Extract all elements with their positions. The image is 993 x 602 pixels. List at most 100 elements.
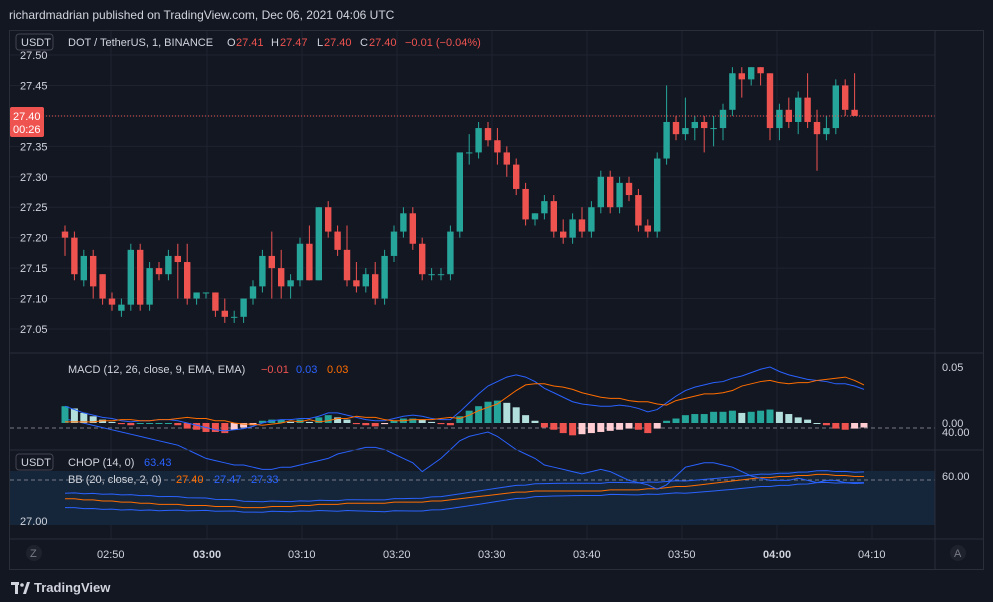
- price-axis[interactable]: 27.50 27.45 27.35 27.30 27.25 27.20 27.15 27.10…: [20, 50, 970, 528]
- macd-signal-line: [65, 376, 865, 426]
- time-tick-label: 03:00: [193, 549, 221, 561]
- macd-histogram-bar: [587, 423, 595, 434]
- macd-histogram-bar: [644, 423, 652, 434]
- candle-body: [409, 213, 416, 244]
- macd-histogram-bar: [277, 419, 285, 423]
- price-tag-countdown: 00:26: [13, 124, 41, 136]
- macd-histogram-bar: [728, 410, 736, 423]
- candle-body: [315, 207, 322, 281]
- macd-histogram-bar: [616, 423, 624, 430]
- macd-histogram-bar: [296, 419, 304, 423]
- candle-body: [127, 249, 134, 305]
- high-label: H: [271, 37, 279, 49]
- time-tick-label: 03:10: [288, 549, 316, 561]
- macd-histogram-bar: [522, 415, 530, 423]
- macd-histogram-bar: [334, 417, 342, 423]
- macd-histogram-bar: [804, 419, 812, 423]
- macd-histogram-bar: [672, 418, 680, 423]
- macd-histogram-bar: [860, 423, 868, 428]
- macd-histogram-bar: [80, 412, 88, 423]
- candle-body: [278, 268, 285, 287]
- macd-histogram-bar: [512, 407, 520, 423]
- macd-scale-label: 0.05: [942, 362, 963, 374]
- macd-pane: [61, 366, 868, 436]
- macd-histogram-bar: [597, 423, 605, 432]
- candle-body: [146, 268, 153, 305]
- macd-histogram-bar: [465, 410, 473, 423]
- candle-body: [372, 274, 379, 299]
- candle-body: [108, 298, 116, 305]
- macd-histogram-bar: [258, 420, 266, 423]
- macd-histogram-bar: [700, 414, 708, 423]
- time-axis[interactable]: 02:50 03:00 03:10 03:20 03:30 03:40 03:50 04:00…: [97, 549, 886, 561]
- macd-histogram-bar: [155, 423, 163, 424]
- macd-histogram-bar: [832, 423, 840, 429]
- candle-body: [682, 128, 689, 135]
- macd-scale-label: 0.00: [942, 418, 963, 430]
- candle-body: [90, 255, 97, 287]
- chart-canvas[interactable]: 27.50 27.45 27.35 27.30 27.25 27.20 27.15 27.10…: [10, 31, 983, 569]
- macd-histogram-bar: [174, 423, 182, 426]
- candle-body: [71, 237, 78, 275]
- macd-histogram-bar: [324, 415, 332, 423]
- candle-body: [719, 109, 727, 129]
- macd-histogram-bar: [785, 414, 793, 423]
- macd-histogram-bar: [418, 419, 426, 423]
- time-tick-label: 04:00: [763, 549, 791, 561]
- candle-body: [174, 255, 181, 263]
- macd-histogram-bar: [117, 423, 125, 425]
- macd-histogram-bar: [381, 423, 389, 425]
- candle-body: [155, 268, 163, 275]
- macd-histogram-bar: [569, 423, 577, 436]
- candle-body: [823, 128, 830, 135]
- candle-body: [249, 286, 257, 299]
- candle-body: [813, 121, 821, 135]
- candle-body: [513, 164, 520, 189]
- macd-histogram-bar: [757, 410, 765, 423]
- candle-body: [560, 231, 567, 238]
- low-value: 27.40: [324, 37, 352, 49]
- candle-body: [390, 231, 398, 256]
- price-tag: 27.40 00:26: [10, 107, 44, 137]
- candle-body: [795, 97, 802, 122]
- macd-histogram-bar: [766, 409, 774, 423]
- chop-label: CHOP (14, 0): [68, 457, 134, 469]
- tradingview-logo[interactable]: TradingView: [11, 580, 110, 595]
- candle-body: [362, 274, 369, 287]
- macd-histogram-bar: [146, 423, 154, 424]
- candle-body: [832, 85, 839, 129]
- candle-body: [447, 231, 454, 275]
- candle-body: [80, 255, 87, 281]
- zoom-button[interactable]: Z: [26, 545, 42, 561]
- candle-body: [635, 195, 642, 226]
- auto-scale-button[interactable]: A: [950, 545, 966, 561]
- macd-histogram-bar: [409, 418, 417, 423]
- price-tag-price: 27.40: [13, 111, 41, 123]
- macd-histogram-bar: [240, 423, 248, 428]
- chop-value: 63.43: [144, 457, 172, 469]
- chart-frame[interactable]: 27.50 27.45 27.35 27.30 27.25 27.20 27.15 27.10…: [9, 30, 984, 570]
- macd-histogram-bar: [747, 411, 755, 423]
- price-tick-label: 27.45: [20, 80, 48, 92]
- candle-body: [569, 219, 576, 238]
- macd-histogram-bar: [343, 419, 351, 423]
- grid-lines: [10, 31, 935, 539]
- auto-scale-label: A: [954, 548, 962, 560]
- currency-badge-lower[interactable]: [15, 453, 54, 471]
- macd-histogram-bar: [813, 423, 821, 424]
- candle-body: [259, 255, 266, 287]
- chop-scale-label: 40.00: [942, 427, 970, 439]
- close-label: C: [360, 37, 368, 49]
- candle-body: [607, 176, 614, 208]
- price-tick-label: 27.05: [20, 324, 48, 336]
- candle-body: [231, 316, 238, 318]
- candle-body: [672, 121, 680, 135]
- tradingview-logo-text: TradingView: [34, 580, 111, 595]
- macd-histogram-bar: [287, 421, 295, 423]
- currency-badge[interactable]: [15, 33, 54, 51]
- macd-histogram-bar: [794, 417, 802, 423]
- macd-histogram-bar: [578, 423, 586, 435]
- price-tick-label: 27.20: [20, 233, 48, 245]
- macd-histogram-bar: [653, 423, 661, 429]
- macd-histogram-bar: [540, 423, 548, 428]
